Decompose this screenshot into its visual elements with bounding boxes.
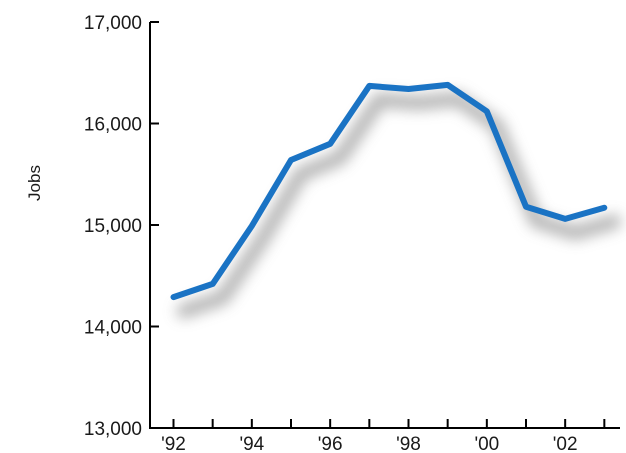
series-points: [173, 84, 605, 298]
y-tick-label: 17,000: [84, 13, 142, 34]
y-tick-label: 16,000: [84, 115, 142, 136]
y-axis-ticks: 13,000 14,000 15,000 16,000 17,000: [84, 13, 159, 440]
series-line-shadow: [176, 91, 622, 319]
x-tick-label: '98: [396, 434, 421, 453]
y-tick-label: 15,000: [84, 216, 142, 237]
x-tick-label: '02: [553, 434, 578, 453]
x-tick-label: '92: [161, 434, 186, 453]
series-line: [170, 81, 608, 301]
y-tick-label: 13,000: [84, 419, 142, 440]
y-tick-label: 14,000: [84, 318, 142, 339]
x-tick-label: '94: [239, 434, 264, 453]
y-axis-title: Jobs: [25, 165, 44, 201]
x-tick-label: '96: [318, 434, 343, 453]
x-axis-ticks: '92 '94 '96 '98 '00 '02: [161, 419, 606, 453]
x-tick-label: '00: [474, 434, 499, 453]
